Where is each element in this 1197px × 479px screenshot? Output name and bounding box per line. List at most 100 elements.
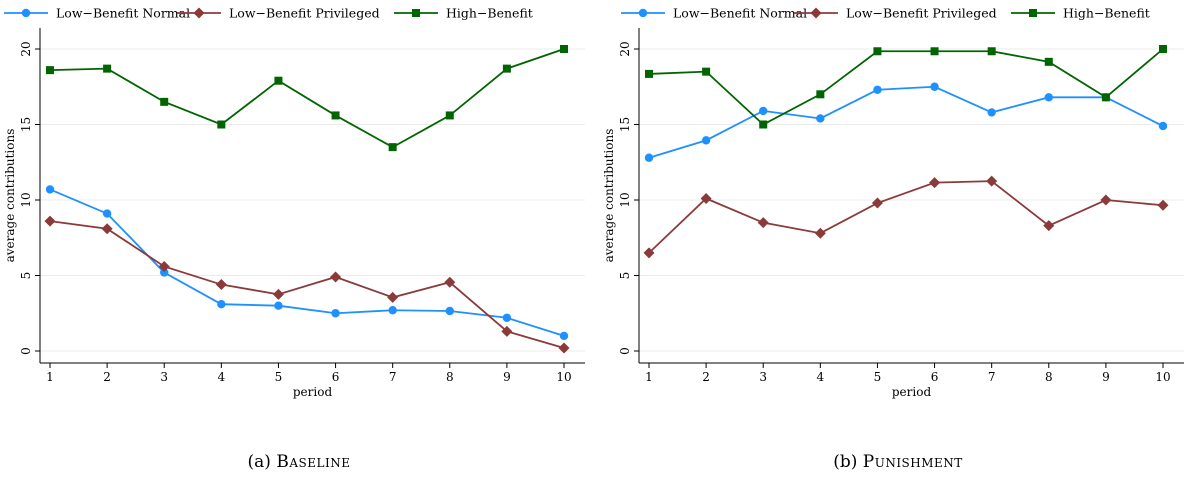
legend-label: Low−Benefit Normal <box>673 6 807 21</box>
x-tick-label: 1 <box>46 370 54 384</box>
x-tick-label: 8 <box>1045 370 1053 384</box>
data-point <box>987 108 996 117</box>
legend: Low−Benefit Normal Low−Benefit Privileged… <box>4 6 533 21</box>
y-tick-label: 15 <box>19 117 33 132</box>
y-tick-label: 10 <box>618 192 632 207</box>
data-point <box>1043 220 1055 232</box>
data-point <box>102 209 112 218</box>
data-point <box>160 268 169 277</box>
y-axis-title: average contributions <box>3 129 17 263</box>
y-tick-label: 20 <box>618 41 632 56</box>
x-tick-label: 8 <box>446 370 454 384</box>
data-point <box>1158 121 1168 131</box>
data-point <box>502 313 512 322</box>
caption-name: Punishment <box>862 452 963 472</box>
gridlines <box>40 48 585 352</box>
data-point <box>272 288 284 300</box>
y-ticks: 0 5 10 15 20 <box>19 41 40 355</box>
x-tick-label: 1 <box>645 370 653 384</box>
legend-item: Low−Benefit Normal <box>4 6 190 21</box>
caption-baseline: (a) Baseline <box>0 452 598 472</box>
series-low-benefit-normal <box>644 82 1168 162</box>
data-point <box>757 217 769 229</box>
y-tick-label: 20 <box>19 41 33 56</box>
series-line <box>648 85 1164 159</box>
caption-name: Baseline <box>276 452 351 472</box>
x-tick-label: 3 <box>160 370 168 384</box>
legend-swatch-marker <box>193 7 205 19</box>
data-point <box>215 279 227 291</box>
y-tick-label: 15 <box>618 117 632 132</box>
data-point <box>388 143 397 152</box>
data-point <box>1044 93 1053 102</box>
caption-punishment: (b) Punishment <box>599 452 1197 472</box>
series-line <box>49 48 565 149</box>
panel-punishment: 0 5 10 15 20 1 2 3 4 5 6 7 8 9 10 period average contrib… <box>599 0 1197 479</box>
y-ticks: 0 5 10 15 20 <box>618 41 639 355</box>
x-tick-label: 10 <box>556 370 571 384</box>
data-point <box>217 120 226 129</box>
gridlines <box>639 48 1184 352</box>
data-point <box>873 85 882 94</box>
data-point <box>816 90 825 99</box>
data-point <box>814 227 826 239</box>
legend-swatch-marker <box>810 7 822 19</box>
y-tick-label: 0 <box>19 347 33 355</box>
data-point <box>643 247 655 259</box>
data-point <box>1159 45 1167 53</box>
data-point <box>217 299 226 309</box>
y-axis-title: average contributions <box>602 129 616 263</box>
x-tick-label: 7 <box>988 370 996 384</box>
data-point <box>44 215 56 227</box>
legend-swatch-marker <box>1029 9 1037 17</box>
x-axis-title: period <box>892 385 932 399</box>
data-point <box>445 306 454 316</box>
data-point <box>331 309 340 318</box>
series-line <box>49 188 565 337</box>
data-point <box>558 342 570 354</box>
series-high-benefit <box>46 45 568 152</box>
series-line <box>648 48 1164 126</box>
legend: Low−Benefit Normal Low−Benefit Privileged… <box>621 6 1150 21</box>
chart-punishment: 0 5 10 15 20 1 2 3 4 5 6 7 8 9 10 period average contrib… <box>602 6 1184 399</box>
x-tick-label: 10 <box>1155 370 1170 384</box>
caption-label: (a) <box>247 452 271 472</box>
data-point <box>501 325 513 337</box>
data-point <box>331 111 340 120</box>
legend-label: Low−Benefit Privileged <box>229 6 380 21</box>
data-point <box>560 45 568 53</box>
data-point <box>759 120 768 129</box>
legend-item: High−Benefit <box>394 6 533 21</box>
x-ticks: 1 2 3 4 5 6 7 8 9 10 <box>645 363 1171 384</box>
caption-label: (b) <box>833 452 858 472</box>
data-point <box>645 69 653 78</box>
x-tick-label: 3 <box>759 370 767 384</box>
data-point <box>987 47 996 56</box>
data-point <box>871 197 883 209</box>
data-point <box>46 66 54 75</box>
x-tick-label: 4 <box>218 370 226 384</box>
chart-baseline: 0 5 10 15 20 1 2 3 4 5 6 7 8 9 10 period average contrib… <box>3 6 585 399</box>
legend-swatch-marker <box>638 8 648 18</box>
data-point <box>700 192 712 204</box>
data-point <box>702 67 711 76</box>
data-point <box>444 276 456 288</box>
data-point <box>274 76 283 85</box>
data-point <box>158 260 170 272</box>
series-low-benefit-privileged <box>643 175 1169 259</box>
x-ticks: 1 2 3 4 5 6 7 8 9 10 <box>46 363 572 384</box>
legend-label: High−Benefit <box>1063 6 1150 21</box>
data-point <box>274 301 283 310</box>
x-tick-label: 6 <box>332 370 340 384</box>
legend-item: Low−Benefit Privileged <box>177 6 380 21</box>
data-point <box>388 306 397 315</box>
data-point <box>816 114 825 123</box>
data-point <box>873 47 882 56</box>
data-point <box>387 291 399 303</box>
data-point <box>160 97 169 106</box>
data-point <box>986 175 998 187</box>
data-point <box>101 223 113 235</box>
legend-swatch-marker <box>412 9 420 17</box>
data-point <box>502 64 511 73</box>
y-tick-label: 5 <box>19 272 33 280</box>
